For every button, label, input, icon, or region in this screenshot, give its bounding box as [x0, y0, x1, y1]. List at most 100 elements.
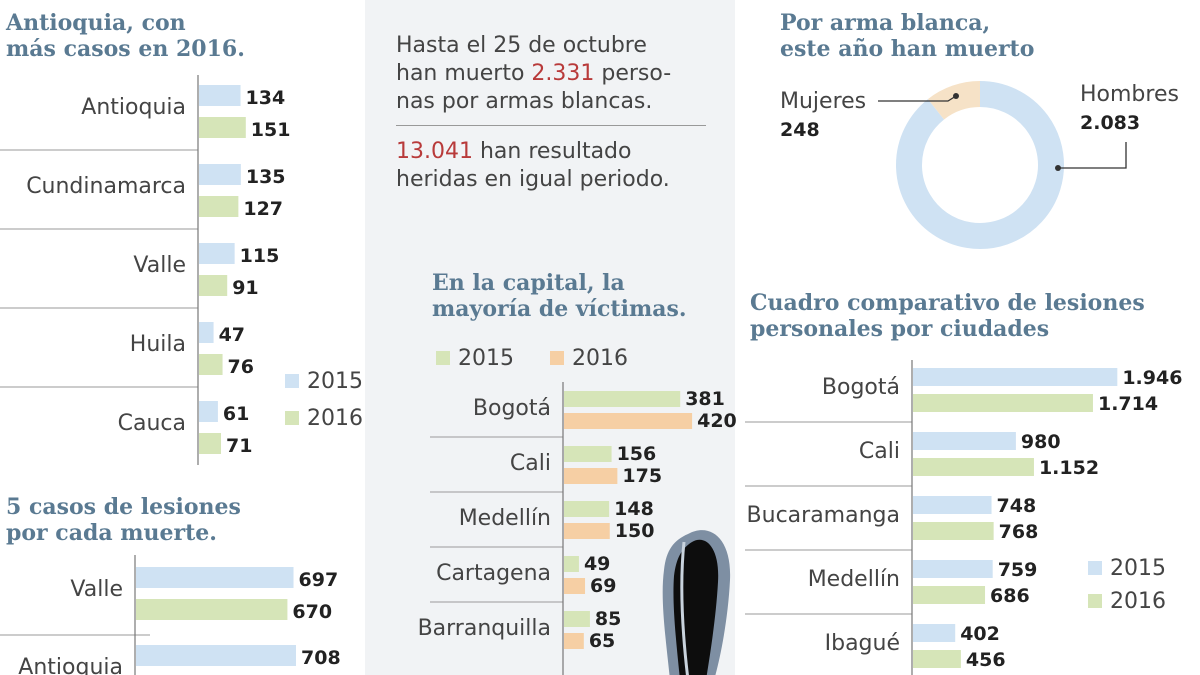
value-label: 148	[614, 498, 654, 520]
category-label: Valle	[133, 253, 186, 278]
intro-deaths-text: Hasta el 25 de octubre han muerto 2.331 …	[396, 33, 672, 114]
legend-label-2015: 2015	[1110, 556, 1166, 581]
bar-2016	[199, 275, 228, 296]
value-label: 91	[232, 277, 258, 299]
leader-line-mujeres	[878, 95, 957, 102]
category-label: Cali	[510, 451, 551, 476]
knife-illustration	[662, 530, 731, 675]
value-label: 456	[966, 649, 1006, 671]
legend-swatch-2016	[285, 411, 299, 425]
bar-2016	[913, 650, 961, 668]
category-label: Bogotá	[473, 396, 551, 421]
bar-2015	[913, 496, 992, 514]
legend-label-2016: 2016	[307, 406, 363, 431]
bar-2016	[913, 458, 1034, 476]
bar-2016	[199, 354, 223, 375]
value-label: 47	[219, 324, 245, 346]
bar-2015	[913, 432, 1016, 450]
value-label: 71	[226, 435, 252, 457]
legend-label-2016: 2016	[1110, 589, 1166, 614]
value-label: 76	[228, 356, 254, 378]
leader-line-hombres	[1058, 142, 1127, 169]
arma-chart-title: Por arma blanca, este año han muerto	[780, 10, 1035, 62]
category-label: Cundinamarca	[26, 174, 186, 199]
bar-2015	[564, 446, 612, 462]
legend-swatch-2015	[436, 351, 450, 365]
value-label: 381	[685, 388, 725, 410]
donut-label-mujeres: Mujeres	[780, 89, 866, 114]
legend-swatch-2016	[1088, 594, 1102, 608]
bar-2016	[136, 599, 288, 620]
bar-2015	[136, 645, 297, 666]
legend-swatch-2016	[550, 351, 564, 365]
category-label: Medellín	[808, 567, 900, 592]
antioquia-bar-chart: Antioquia 134 151 Cundinamarca 135 127 Valle 11…	[0, 75, 363, 465]
bar-2015	[199, 401, 218, 422]
value-label: 150	[615, 520, 655, 542]
bar-2016	[199, 117, 246, 138]
arma-donut-chart: Mujeres 248 Hombres 2.083	[780, 81, 1179, 249]
antioquia-chart-title: Antioquia, con más casos en 2016.	[6, 10, 245, 62]
category-label: Ibagué	[825, 631, 900, 656]
leader-dot-mujeres	[953, 93, 959, 99]
bar-2015	[136, 567, 294, 588]
category-label: Antioquia	[18, 655, 123, 675]
value-label: 127	[243, 198, 283, 220]
value-label: 65	[589, 630, 615, 652]
bar-2016	[564, 523, 610, 539]
category-label: Medellín	[459, 506, 551, 531]
bar-2015	[564, 391, 681, 407]
bar-2015	[564, 556, 579, 572]
category-label: Bogotá	[822, 375, 900, 400]
value-label: 768	[999, 521, 1039, 543]
ciudades-chart-title: Cuadro comparativo de lesiones personales…	[750, 290, 1145, 342]
bar-2016	[564, 578, 586, 594]
value-label: 151	[251, 119, 291, 141]
value-label: 85	[595, 608, 621, 630]
category-label: Bucaramanga	[747, 503, 900, 528]
lesiones-chart-title: 5 casos de lesiones por cada muerte.	[6, 494, 241, 546]
value-label: 69	[590, 575, 616, 597]
lesiones-bar-chart: Valle 697 670 Antioquia 708	[0, 555, 341, 675]
bar-2016	[199, 196, 239, 217]
donut-value-mujeres: 248	[780, 119, 820, 141]
donut-slice-hombres	[896, 81, 1064, 249]
value-label: 402	[960, 623, 1000, 645]
value-label: 670	[292, 601, 332, 623]
leader-dot-hombres	[1055, 165, 1061, 171]
bar-2015	[913, 624, 956, 642]
bar-2015	[913, 560, 993, 578]
value-label: 708	[301, 647, 341, 669]
value-label: 759	[998, 559, 1038, 581]
legend-swatch-2015	[285, 374, 299, 388]
legend-label-2015: 2015	[307, 369, 363, 394]
bar-2016	[564, 468, 618, 484]
value-label: 61	[223, 403, 249, 425]
legend-label-2015: 2015	[458, 346, 514, 371]
value-label: 156	[617, 443, 657, 465]
bar-2016	[913, 586, 986, 604]
bar-2016	[913, 522, 994, 540]
donut-value-hombres: 2.083	[1080, 112, 1140, 134]
value-label: 1.152	[1039, 457, 1099, 479]
category-label: Cauca	[118, 411, 186, 436]
category-label: Huila	[130, 332, 186, 357]
legend-swatch-2015	[1088, 561, 1102, 575]
intro-divider	[396, 125, 706, 126]
bar-2015	[564, 501, 610, 517]
value-label: 115	[240, 245, 280, 267]
bar-2015	[199, 85, 241, 106]
value-label: 1.714	[1098, 393, 1158, 415]
bar-2016	[564, 633, 584, 649]
bar-2016	[913, 394, 1093, 412]
bar-2015	[199, 243, 235, 264]
bar-2015	[564, 611, 590, 627]
category-label: Cartagena	[436, 561, 551, 586]
value-label: 748	[997, 495, 1037, 517]
category-label: Antioquia	[81, 95, 186, 120]
capital-chart-title: En la capital, la mayoría de víctimas.	[432, 270, 687, 322]
legend-label-2016: 2016	[572, 346, 628, 371]
bar-2016	[564, 413, 693, 429]
